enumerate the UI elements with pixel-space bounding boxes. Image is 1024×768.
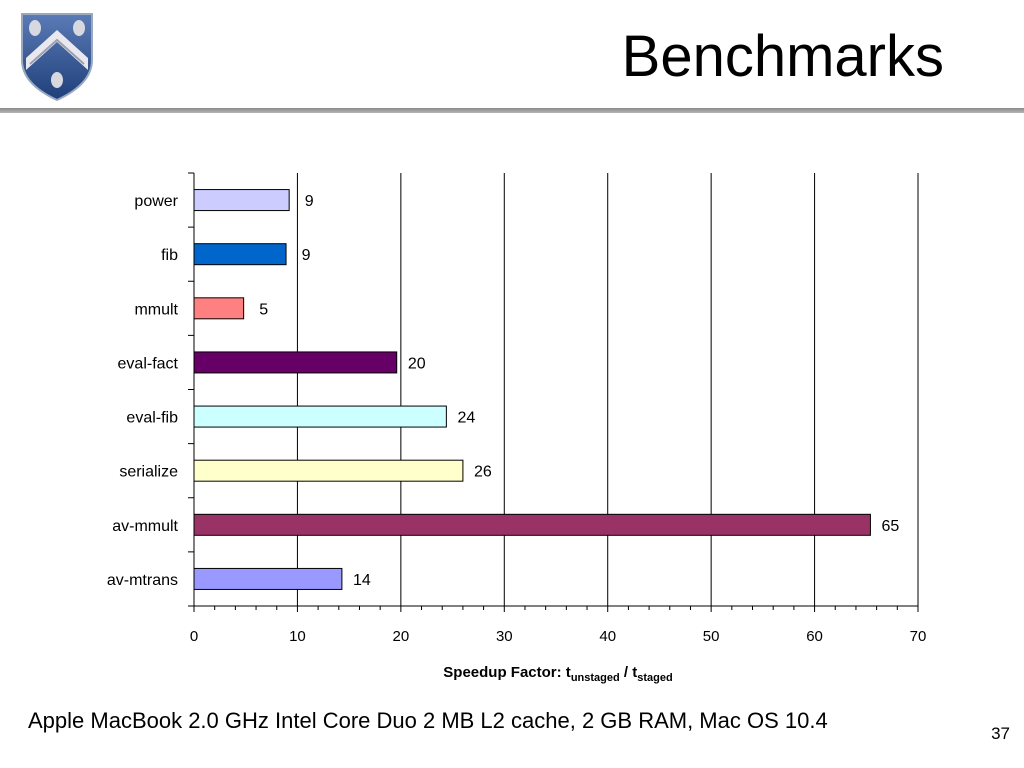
title-divider [0,108,1024,113]
bar-power [193,189,290,212]
category-label: av-mmult [112,518,178,535]
university-shield-logo-icon [21,13,93,102]
x-tick-label: 40 [599,628,616,645]
value-label: 9 [302,247,311,264]
bar-fib [193,243,287,266]
bar-av-mtrans [193,567,343,590]
value-label: 20 [408,355,426,372]
category-label: av-mtrans [107,572,178,589]
hardware-footnote: Apple MacBook 2.0 GHz Intel Core Duo 2 M… [28,708,828,733]
category-label: eval-fib [126,410,178,427]
bar-eval-fact [193,351,398,374]
category-label: serialize [119,464,178,481]
category-label: mmult [134,301,178,318]
value-label: 26 [474,464,492,481]
value-label: 14 [353,572,371,589]
category-label: fib [161,247,178,264]
x-tick-label: 20 [393,628,410,645]
bar-eval-fib [193,405,447,428]
bar-serialize [193,459,464,482]
x-tick-label: 10 [289,628,306,645]
page-number: 37 [991,724,1010,743]
x-tick-label: 30 [496,628,513,645]
value-label: 65 [882,518,900,535]
value-label: 5 [259,301,268,318]
x-axis-title: Speedup Factor: tunstaged / tstaged [443,664,672,684]
value-label: 9 [305,193,314,210]
x-tick-label: 60 [806,628,823,645]
bar-av-mmult [193,513,871,536]
x-tick-label: 50 [703,628,720,645]
slide-title: Benchmarks [621,24,944,89]
category-label: eval-fact [118,355,179,372]
x-tick-label: 0 [190,628,198,645]
bar-mmult [193,297,245,320]
x-tick-label: 70 [910,628,927,645]
value-label: 24 [457,410,475,427]
category-label: power [134,193,178,210]
